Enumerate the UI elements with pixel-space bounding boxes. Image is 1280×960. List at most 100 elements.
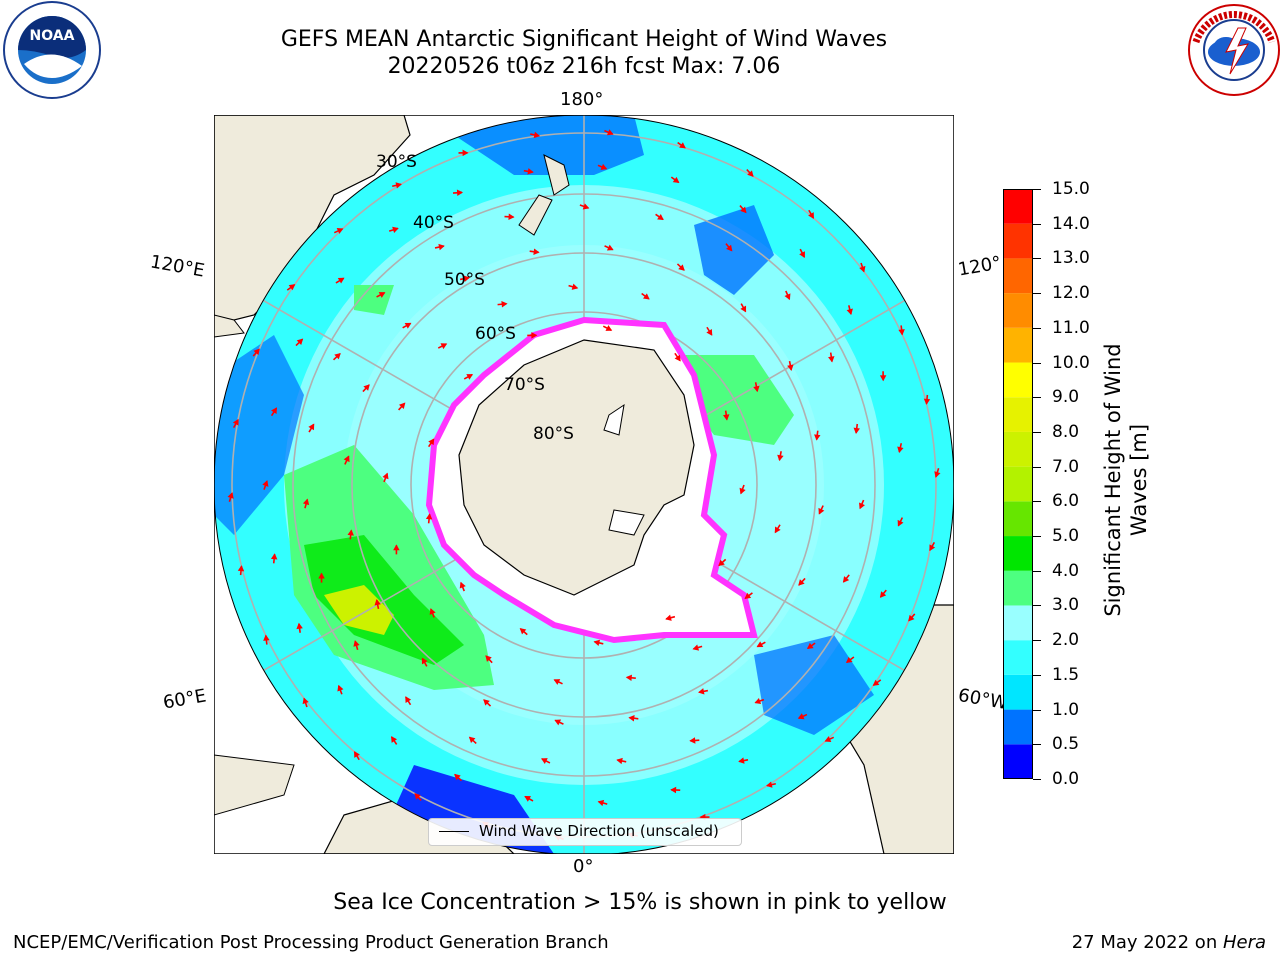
wave-arrow-head: [414, 793, 421, 800]
wave-arrow-head: [334, 352, 341, 360]
footer-credit: NCEP/EMC/Verification Post Processing Pr…: [13, 932, 609, 953]
colorbar-segment: [1003, 327, 1033, 363]
wave-arrow-head: [808, 212, 814, 219]
noaa-logo: NOAA: [3, 1, 101, 99]
wave-arrow-head: [879, 591, 887, 598]
footer-machine: Hera: [1222, 932, 1266, 953]
wave-arrow-head: [466, 374, 474, 380]
wave-arrow-head: [531, 332, 538, 339]
wave-arrow-head: [347, 529, 354, 536]
wave-arrow-head: [818, 507, 825, 515]
wind-wave-arrows: [227, 129, 941, 841]
colorbar-tick-mark: [1033, 258, 1041, 260]
wave-arrow-head: [872, 679, 880, 686]
wave-arrow-head: [628, 715, 635, 722]
wave-arrow-head: [421, 657, 428, 665]
colorbar-tick-label: 10.0: [1052, 352, 1090, 373]
legend-label: Wind Wave Direction (unscaled): [479, 822, 719, 840]
wave-arrow-head: [797, 713, 805, 720]
wave-arrow-head: [853, 427, 860, 434]
wave-arrow-head: [540, 758, 548, 764]
wave-arrow-head: [462, 149, 469, 157]
wave-arrow-head: [524, 796, 531, 802]
wave-arrow-head: [879, 375, 887, 382]
wave-arrow-head: [428, 438, 435, 446]
wave-arrow-head: [718, 559, 725, 567]
wave-arrow-head: [625, 674, 632, 682]
colorbar-segment: [1003, 189, 1033, 224]
wave-arrow-head: [353, 640, 360, 647]
wave-arrow-head: [337, 684, 344, 692]
wave-arrow-head: [842, 576, 850, 583]
colorbar-tick-mark: [1033, 223, 1041, 225]
wave-arrow-head: [483, 699, 490, 706]
wave-arrow-head: [923, 398, 931, 405]
colorbar-segment: [1003, 674, 1033, 710]
new-zealand-land: [543, 154, 570, 196]
colorbar-tick-label: 1.5: [1052, 664, 1080, 685]
wave-arrow-head: [698, 688, 705, 695]
wave-arrow-head: [740, 305, 747, 313]
wave-arrow-head: [726, 244, 733, 252]
colorbar-tick-mark: [1033, 466, 1041, 468]
colorbar-segment: [1003, 258, 1033, 294]
colorbar-tick-label: 4.0: [1052, 560, 1080, 581]
wave-arrow-head: [533, 248, 540, 255]
wave-arrow-head: [392, 226, 399, 233]
wave-arrow-head: [846, 308, 853, 316]
lon-label-120e: 120°E: [148, 251, 207, 282]
wave-arrow-head: [296, 338, 304, 346]
colorbar-tick-label: 3.0: [1052, 595, 1080, 616]
wave-arrow-head: [571, 283, 579, 290]
wave-arrow-head: [774, 526, 781, 534]
wave-arrow-head: [754, 697, 762, 705]
colorbar-tick-label: 14.0: [1052, 213, 1090, 234]
colorbar-tick-label: 1.0: [1052, 699, 1080, 720]
lon-label-180: 180°: [560, 89, 604, 110]
wave-arrow-head: [501, 301, 508, 308]
wave-arrow-head: [391, 736, 398, 743]
wave-arrow-head: [756, 641, 764, 648]
colorbar-segment: [1003, 709, 1033, 745]
wave-arrow-head: [456, 189, 464, 196]
colorbar-title-line1: Significant Height of Wind: [1101, 343, 1125, 617]
sea-ice-note: Sea Ice Concentration > 15% is shown in …: [333, 890, 947, 915]
wave-arrow-head: [463, 275, 470, 282]
colorbar-tick-mark: [1033, 709, 1041, 711]
colorbar-tick-mark: [1033, 293, 1041, 295]
wave-arrow-head: [438, 243, 445, 251]
lat-label-30s: 30°S: [376, 152, 417, 172]
wave-arrow-head: [597, 799, 605, 807]
lon-label-60w: 60°W: [956, 684, 1010, 715]
wave-arrow-head: [302, 498, 310, 506]
colorbar-tick-label: 9.0: [1052, 387, 1080, 408]
wave-arrow-head: [606, 244, 614, 251]
lat-label-60s: 60°S: [475, 324, 516, 344]
chart-subtitle: 20220526 t06z 216h fcst Max: 7.06: [387, 54, 781, 79]
wave-arrow-head: [288, 284, 296, 291]
wave-arrow-head: [553, 679, 561, 685]
wave-arrow-head: [784, 293, 791, 301]
wave-arrow-head: [806, 642, 814, 649]
wave-arrow-head: [271, 407, 277, 414]
wave-arrow-head: [723, 414, 730, 421]
polar-map: [214, 115, 954, 854]
colorbar-tick-mark: [1033, 779, 1041, 780]
wave-arrow-head: [824, 736, 832, 742]
wave-arrow-head: [747, 170, 754, 177]
colorbar-segment: [1003, 431, 1033, 467]
wave-arrow-head: [657, 213, 664, 221]
colorbar-tick-label: 0.5: [1052, 734, 1080, 755]
wave-arrow-head: [318, 572, 325, 579]
wave-arrow-head: [600, 163, 608, 170]
wave-arrow-head: [405, 696, 412, 703]
wave-arrow-head: [828, 356, 835, 363]
wave-arrow-head: [859, 502, 865, 510]
wave-arrow-head: [308, 423, 315, 431]
colorbar-tick-label: 13.0: [1052, 248, 1090, 269]
wave-arrow-head: [440, 343, 448, 350]
colorbar-segment: [1003, 605, 1033, 641]
wave-arrow-head: [237, 565, 245, 572]
wave-arrow-head: [302, 697, 309, 705]
lat-label-40s: 40°S: [413, 213, 454, 233]
